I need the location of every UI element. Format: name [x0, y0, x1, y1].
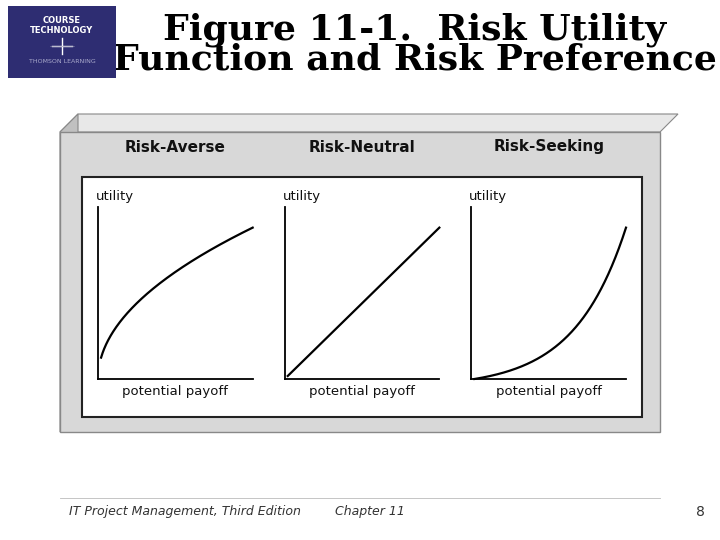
Text: COURSE: COURSE: [43, 16, 81, 25]
Text: Function and Risk Preference: Function and Risk Preference: [113, 43, 717, 77]
Text: utility: utility: [283, 190, 321, 203]
Text: potential payoff: potential payoff: [496, 385, 602, 398]
Text: utility: utility: [469, 190, 508, 203]
Polygon shape: [60, 114, 78, 432]
Text: Risk-Seeking: Risk-Seeking: [493, 139, 604, 154]
Text: 8: 8: [696, 505, 704, 519]
Polygon shape: [60, 114, 678, 132]
Text: potential payoff: potential payoff: [122, 385, 228, 398]
Text: Chapter 11: Chapter 11: [335, 505, 405, 518]
Text: THOMSON LEARNING: THOMSON LEARNING: [29, 59, 95, 64]
Text: utility: utility: [96, 190, 134, 203]
Text: potential payoff: potential payoff: [309, 385, 415, 398]
Text: TECHNOLOGY: TECHNOLOGY: [30, 26, 94, 35]
Text: Risk-Neutral: Risk-Neutral: [309, 139, 415, 154]
Bar: [8, 6, 116, 78]
Bar: [82, 177, 642, 417]
Text: Risk-Averse: Risk-Averse: [125, 139, 226, 154]
Text: Figure 11-1.  Risk Utility: Figure 11-1. Risk Utility: [163, 13, 667, 47]
Bar: [60, 132, 660, 432]
Text: IT Project Management, Third Edition: IT Project Management, Third Edition: [69, 505, 301, 518]
